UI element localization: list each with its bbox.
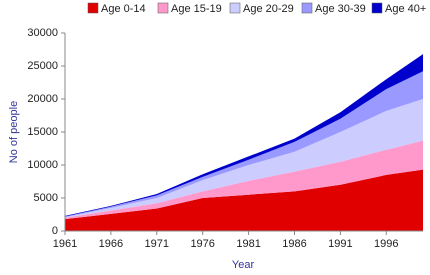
legend-label: Age 30-39 bbox=[315, 3, 366, 15]
y-tick-label: 10000 bbox=[27, 159, 58, 171]
legend-label: Age 15-19 bbox=[171, 3, 222, 15]
y-tick-label: 20000 bbox=[27, 93, 58, 105]
x-tick-label: 1961 bbox=[53, 238, 77, 250]
x-tick-label: 1966 bbox=[99, 238, 123, 250]
x-tick-label: 1976 bbox=[190, 238, 214, 250]
x-tick-label: 1991 bbox=[328, 238, 352, 250]
legend-label: Age 20-29 bbox=[243, 3, 294, 15]
x-tick-label: 1971 bbox=[145, 238, 169, 250]
area bbox=[65, 99, 423, 218]
area bbox=[65, 140, 423, 220]
y-tick-label: 5000 bbox=[34, 192, 58, 204]
area bbox=[65, 169, 423, 231]
y-tick-label: 25000 bbox=[27, 60, 58, 72]
legend-label: Age 0-14 bbox=[101, 3, 146, 15]
x-axis-title: Year bbox=[232, 259, 255, 271]
y-tick-label: 15000 bbox=[27, 126, 58, 138]
legend-swatch bbox=[157, 2, 169, 14]
x-tick-label: 1981 bbox=[236, 238, 260, 250]
legend-swatch bbox=[371, 2, 383, 14]
legend-swatch bbox=[87, 2, 99, 14]
y-tick-label: 0 bbox=[52, 225, 58, 237]
y-axis-title: No of people bbox=[8, 101, 20, 163]
y-tick-label: 30000 bbox=[27, 27, 58, 39]
x-tick-label: 1986 bbox=[282, 238, 306, 250]
legend-swatch bbox=[229, 2, 241, 14]
legend-swatch bbox=[301, 2, 313, 14]
x-tick-label: 1996 bbox=[374, 238, 398, 250]
legend-label: Age 40+ bbox=[385, 3, 426, 15]
